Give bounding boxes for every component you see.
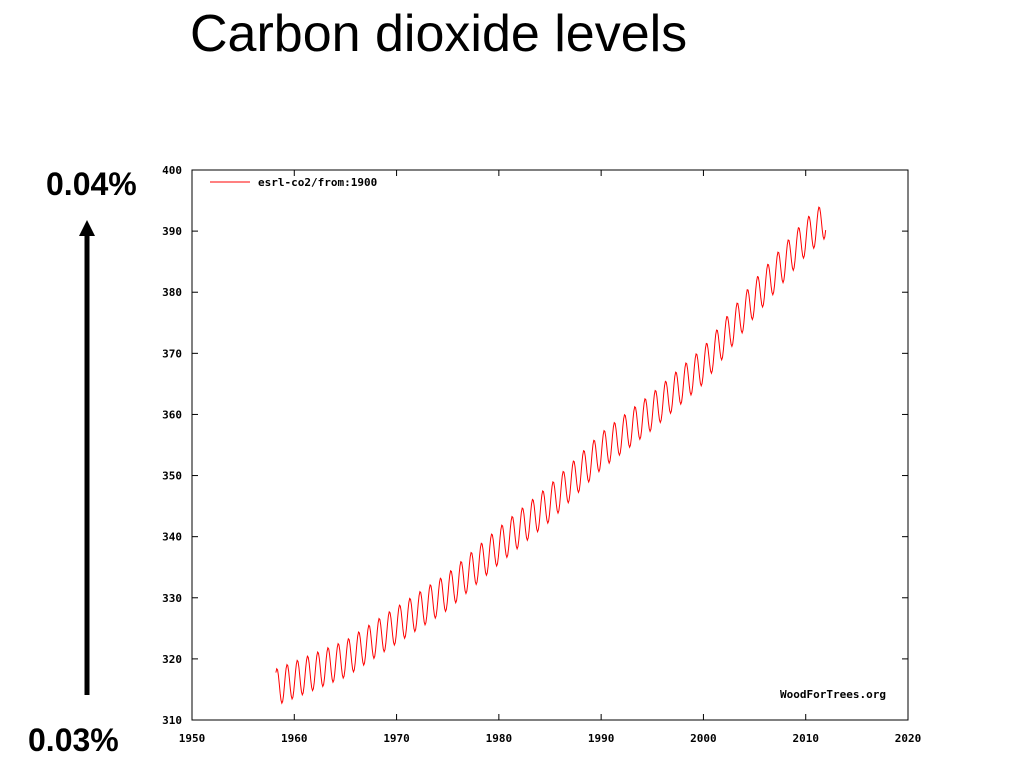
x-tick-label: 1960 <box>281 732 308 745</box>
arrow-head <box>79 220 95 236</box>
y-tick-label: 380 <box>162 286 182 299</box>
y-tick-label: 310 <box>162 714 182 727</box>
percent-top-label: 0.04% <box>46 166 137 202</box>
x-tick-label: 1980 <box>486 732 513 745</box>
x-axis: 1950 1960 1970 1980 1990 2000 2010 2020 <box>179 170 922 745</box>
y-tick-label: 390 <box>162 225 182 238</box>
percent-bottom-label: 0.03% <box>28 722 119 758</box>
x-tick-label: 2000 <box>690 732 717 745</box>
y-tick-label: 340 <box>162 531 182 544</box>
x-tick-label: 1950 <box>179 732 206 745</box>
y-tick-label: 360 <box>162 408 182 421</box>
y-tick-label: 350 <box>162 470 182 483</box>
y-tick-label: 370 <box>162 347 182 360</box>
y-tick-label: 330 <box>162 592 182 605</box>
x-tick-label: 2010 <box>792 732 819 745</box>
up-arrow-icon <box>79 220 95 695</box>
x-tick-label: 1970 <box>383 732 410 745</box>
watermark: WoodForTrees.org <box>780 688 886 701</box>
y-tick-label: 400 <box>162 164 182 177</box>
plot-frame <box>191 169 909 721</box>
y-axis: 310 320 330 340 350 360 370 380 390 400 <box>162 164 908 727</box>
y-tick-label: 320 <box>162 653 182 666</box>
x-tick-label: 2020 <box>895 732 922 745</box>
series-line-esrl-co2 <box>275 206 827 705</box>
slide-title: Carbon dioxide levels <box>190 5 688 63</box>
legend-label: esrl-co2/from:1900 <box>258 176 377 189</box>
x-tick-label: 1990 <box>588 732 615 745</box>
